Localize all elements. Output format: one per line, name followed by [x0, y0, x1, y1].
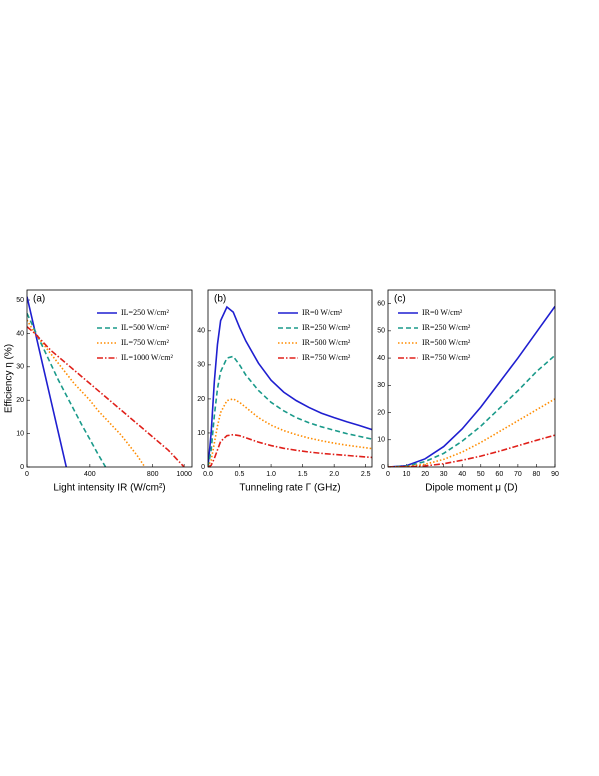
legend-label: IR=0 W/cm² [422, 308, 463, 317]
x-tick-label: 400 [84, 471, 96, 478]
y-tick-label: 50 [377, 328, 385, 335]
x-tick-label: 0 [25, 471, 29, 478]
y-tick-label: 30 [16, 364, 24, 371]
y-tick-label: 20 [197, 396, 205, 403]
x-tick-label: 10 [403, 471, 411, 478]
x-axis-label: Tunneling rate Γ (GHz) [239, 483, 340, 494]
x-tick-label: 60 [495, 471, 503, 478]
series-line [388, 434, 555, 467]
legend-label: IR=250 W/cm² [422, 323, 471, 332]
plot-lines [388, 305, 555, 467]
x-tick-label: 2.5 [361, 471, 371, 478]
plot-lines [27, 296, 185, 467]
panel-label: (b) [214, 294, 226, 305]
y-tick-label: 40 [377, 355, 385, 362]
plot-lines [208, 305, 372, 467]
legend-label: IR=750 W/cm² [422, 353, 471, 362]
y-tick-label: 10 [16, 430, 24, 437]
series-line [208, 433, 372, 467]
series-line [27, 313, 107, 467]
legend-label: IL=250 W/cm² [121, 308, 169, 317]
legend-label: IL=1000 W/cm² [121, 353, 173, 362]
x-tick-label: 70 [514, 471, 522, 478]
legend-label: IL=750 W/cm² [121, 338, 169, 347]
y-tick-label: 20 [16, 397, 24, 404]
y-tick-label: 20 [377, 409, 385, 416]
series-line [388, 305, 555, 467]
legend-label: IR=750 W/cm² [302, 353, 351, 362]
x-tick-label: 2.0 [329, 471, 339, 478]
y-tick-label: 40 [197, 328, 205, 335]
series-line [388, 398, 555, 467]
series-line [27, 326, 185, 467]
x-tick-label: 1.5 [298, 471, 308, 478]
x-tick-label: 1.0 [266, 471, 276, 478]
legend-label: IR=500 W/cm² [302, 338, 351, 347]
plot-frame [207, 289, 373, 468]
y-tick-label: 0 [381, 464, 385, 471]
legend-label: IR=250 W/cm² [302, 323, 351, 332]
x-tick-label: 20 [421, 471, 429, 478]
x-tick-label: 40 [458, 471, 466, 478]
y-tick-label: 0 [201, 464, 205, 471]
x-axis-label: Light intensity IR (W/cm²) [53, 483, 165, 494]
y-tick-label: 30 [197, 362, 205, 369]
series-line [388, 354, 555, 467]
series-line [208, 305, 372, 467]
y-tick-label: 10 [377, 437, 385, 444]
x-tick-label: 1000 [176, 471, 192, 478]
legend-label: IR=500 W/cm² [422, 338, 471, 347]
legend-label: IR=0 W/cm² [302, 308, 343, 317]
series-line [208, 355, 372, 467]
plot-frame [26, 289, 193, 468]
y-tick-label: 10 [197, 430, 205, 437]
y-tick-label: 40 [16, 330, 24, 337]
y-tick-label: 0 [20, 464, 24, 471]
y-axis-label: Efficiency η (%) [4, 344, 15, 413]
x-tick-label: 0.0 [203, 471, 213, 478]
legend-label: IL=500 W/cm² [121, 323, 169, 332]
x-tick-label: 80 [533, 471, 541, 478]
y-tick-label: 50 [16, 297, 24, 304]
y-tick-label: 30 [377, 382, 385, 389]
x-tick-label: 30 [440, 471, 448, 478]
y-tick-label: 60 [377, 300, 385, 307]
x-axis-label: Dipole moment μ (D) [425, 483, 517, 494]
x-tick-label: 800 [147, 471, 159, 478]
series-line [208, 398, 372, 467]
plot-frame [387, 289, 556, 468]
panel-label: (c) [394, 294, 406, 305]
x-tick-label: 0.5 [235, 471, 245, 478]
panel-label: (a) [33, 294, 45, 305]
x-tick-label: 0 [386, 471, 390, 478]
series-line [27, 296, 68, 467]
x-tick-label: 90 [551, 471, 559, 478]
x-tick-label: 50 [477, 471, 485, 478]
